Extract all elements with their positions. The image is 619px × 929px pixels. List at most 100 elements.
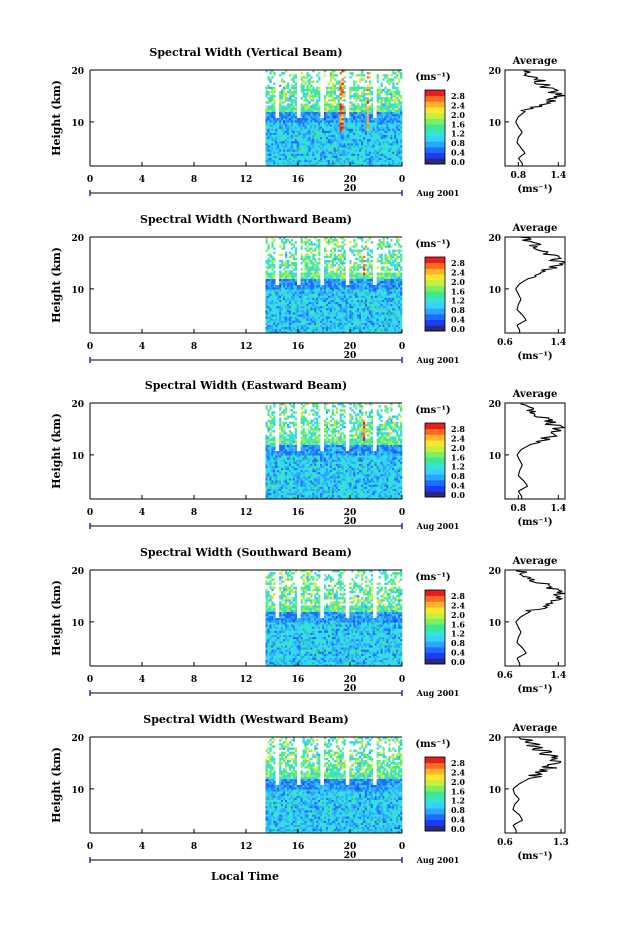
x-tick-label: 8 (191, 508, 197, 518)
heatmap (265, 737, 403, 834)
colorbar-tick-label: 2.8 (451, 258, 465, 268)
colorbar-tick-label: 1.6 (451, 119, 465, 129)
x-tick-label: 12 (240, 175, 253, 185)
average-y-tick-label: 10 (488, 619, 501, 629)
average-x-tick-label: 1.4 (550, 671, 566, 681)
average-title: Average (512, 723, 558, 734)
colorbar-tick-label: 2.0 (451, 777, 465, 787)
average-y-tick-label: 20 (488, 400, 501, 410)
x-axis-title: Local Time (211, 870, 279, 883)
average-x-tick-label: 1.4 (550, 171, 566, 181)
colorbar-tick-label: 2.0 (451, 443, 465, 453)
colorbar-unit: (ms⁻¹) (415, 572, 450, 583)
x-tick-label: 20 (344, 175, 357, 185)
x-tick-label: 16 (292, 508, 305, 518)
average-x-axis-title: (ms⁻¹) (517, 684, 552, 695)
day-label: 20 (344, 517, 357, 527)
average-profile-line (515, 236, 566, 333)
average-x-tick-label: 1.3 (553, 838, 569, 848)
x-tick-label: 0 (87, 842, 93, 852)
colorbar-tick-label: 2.8 (451, 758, 465, 768)
average-y-tick-label: 20 (488, 567, 501, 577)
colorbar-tick-label: 0.8 (451, 471, 465, 481)
x-tick-label: 20 (344, 675, 357, 685)
average-x-tick-label: 1.4 (550, 504, 566, 514)
panel-title: Spectral Width (Northward Beam) (140, 213, 352, 226)
x-tick-label: 0 (87, 175, 93, 185)
y-tick-label: 20 (71, 67, 84, 77)
average-y-tick-label: 10 (488, 786, 501, 796)
average-y-tick-label: 20 (488, 234, 501, 244)
date-label: Aug 2001 (416, 355, 460, 365)
y-tick-label: 20 (71, 234, 84, 244)
heatmap (265, 237, 403, 334)
y-tick-label: 20 (71, 734, 84, 744)
x-tick-label: 16 (292, 675, 305, 685)
average-x-tick-label: 0.6 (497, 338, 513, 348)
colorbar-tick-label: 0.8 (451, 138, 465, 148)
y-axis-title: Height (km) (50, 413, 63, 489)
colorbar-tick-label: 0.8 (451, 638, 465, 648)
y-tick-label: 10 (71, 452, 84, 462)
average-profile-line (515, 569, 566, 666)
x-tick-label: 4 (139, 342, 145, 352)
colorbar-tick-label: 0.8 (451, 805, 465, 815)
average-y-tick-label: 10 (488, 452, 501, 462)
day-label: 20 (344, 851, 357, 861)
panel-5: Spectral Width (Westward Beam) 20 10 Height… (50, 713, 569, 865)
average-y-tick-label: 20 (488, 67, 501, 77)
average-x-tick-label: 0.8 (510, 504, 526, 514)
x-tick-label: 12 (240, 842, 253, 852)
colorbar-tick-label: 1.2 (451, 796, 465, 806)
x-tick-label: 4 (139, 842, 145, 852)
date-label: Aug 2001 (416, 521, 460, 531)
x-tick-label: 16 (292, 842, 305, 852)
average-x-tick-label: 0.6 (497, 671, 513, 681)
colorbar-tick-label: 0.0 (451, 324, 465, 334)
panel-4: Spectral Width (Southward Beam) 20 10 Heigh… (50, 546, 566, 698)
panel-3: Spectral Width (Eastward Beam) 20 10 Height… (50, 379, 566, 531)
x-tick-label: 0 (399, 342, 405, 352)
x-tick-label: 8 (191, 842, 197, 852)
average-y-tick-label: 10 (488, 119, 501, 129)
date-label: Aug 2001 (416, 188, 460, 198)
average-title: Average (512, 389, 558, 400)
colorbar-tick-label: 2.0 (451, 277, 465, 287)
colorbar-tick-label: 2.8 (451, 91, 465, 101)
y-tick-label: 20 (71, 567, 84, 577)
panel-title: Spectral Width (Vertical Beam) (149, 46, 342, 59)
colorbar-tick-label: 0.4 (451, 148, 465, 158)
colorbar-tick-label: 0.4 (451, 815, 465, 825)
heatmap (265, 70, 403, 167)
heatmap (265, 570, 403, 667)
colorbar-tick-label: 0.4 (451, 315, 465, 325)
colorbar-tick-label: 1.6 (451, 786, 465, 796)
average-x-tick-label: 1.4 (550, 338, 566, 348)
x-tick-label: 0 (87, 342, 93, 352)
x-tick-label: 4 (139, 675, 145, 685)
colorbar-tick-label: 0.0 (451, 657, 465, 667)
colorbar-tick-label: 1.2 (451, 129, 465, 139)
x-tick-label: 0 (399, 675, 405, 685)
colorbar-tick-label: 2.8 (451, 424, 465, 434)
x-tick-label: 4 (139, 175, 145, 185)
x-tick-label: 0 (399, 175, 405, 185)
average-profile-line (512, 736, 562, 833)
x-tick-label: 20 (344, 842, 357, 852)
y-tick-label: 10 (71, 619, 84, 629)
y-tick-label: 10 (71, 119, 84, 129)
colorbar-tick-label: 1.6 (451, 452, 465, 462)
colorbar-tick-label: 2.4 (451, 433, 465, 443)
x-tick-label: 20 (344, 342, 357, 352)
average-y-tick-label: 20 (488, 734, 501, 744)
average-title: Average (512, 223, 558, 234)
day-label: 20 (344, 351, 357, 361)
average-profile-line (516, 402, 566, 499)
colorbar-tick-label: 1.2 (451, 296, 465, 306)
colorbar-tick-label: 2.4 (451, 767, 465, 777)
colorbar-tick-label: 2.4 (451, 600, 465, 610)
colorbar-unit: (ms⁻¹) (415, 405, 450, 416)
panel-title: Spectral Width (Southward Beam) (140, 546, 352, 559)
x-tick-label: 8 (191, 675, 197, 685)
heatmap (265, 403, 403, 500)
